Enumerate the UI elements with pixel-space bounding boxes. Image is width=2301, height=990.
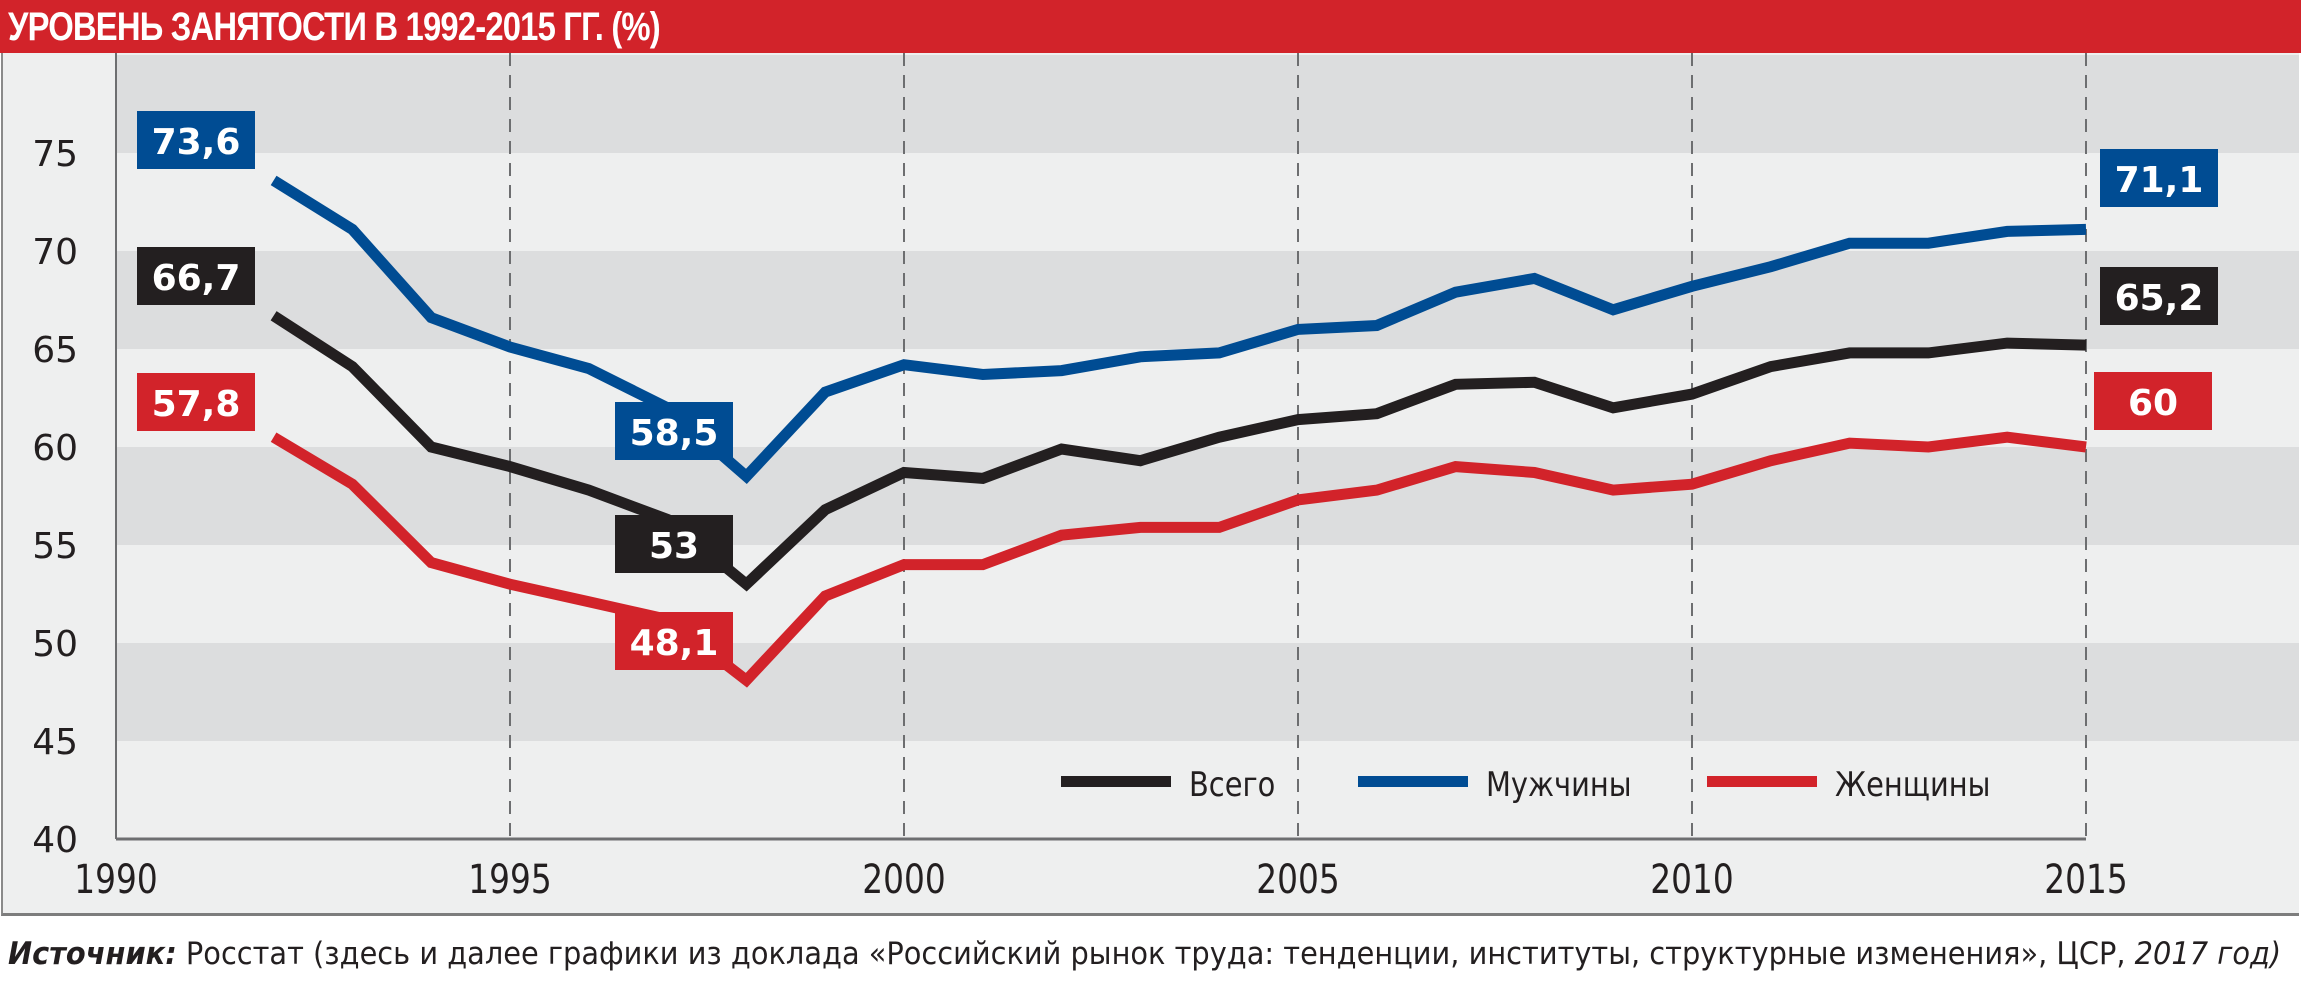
series-line-Женщины xyxy=(270,431,2087,688)
legend-swatch xyxy=(1358,776,1468,787)
data-label-text: 66,7 xyxy=(152,258,241,299)
data-label: 57,8 xyxy=(137,373,255,431)
data-label-text: 53 xyxy=(649,526,699,567)
data-label-text: 71,1 xyxy=(2115,160,2204,201)
band-40 xyxy=(116,741,2299,839)
band-70 xyxy=(116,153,2299,251)
y-tick-label: 70 xyxy=(32,232,78,273)
band-60 xyxy=(116,349,2299,447)
band-45 xyxy=(116,643,2299,741)
legend-item: Мужчины xyxy=(1358,766,1632,805)
y-tick-label: 55 xyxy=(32,526,78,567)
x-tick-label: 2015 xyxy=(2044,856,2127,903)
source-note: Источник: Росстат (здесь и далее графики… xyxy=(8,936,2281,972)
chart-title: УРОВЕНЬ ЗАНЯТОСТИ В 1992-2015 ГГ. (%) xyxy=(8,5,661,49)
y-tick-label: 60 xyxy=(32,428,78,469)
source-label: Источник: xyxy=(8,936,177,972)
data-label-text: 48,1 xyxy=(630,623,719,664)
y-tick-label: 65 xyxy=(32,330,78,371)
data-label-box xyxy=(615,612,733,670)
legend-item: Женщины xyxy=(1707,766,1990,805)
x-tick-label: 2005 xyxy=(1256,856,1339,903)
legend-swatch xyxy=(1061,776,1171,787)
data-label-box xyxy=(2100,267,2218,325)
data-label: 65,2 xyxy=(2100,267,2218,325)
x-tick-labels: 1990 1995 2000 2005 2010 2015 xyxy=(74,856,2127,903)
data-label-box xyxy=(2100,149,2218,207)
y-tick-label: 50 xyxy=(32,624,78,665)
data-label-box xyxy=(615,515,733,573)
band-75 xyxy=(116,55,2299,153)
data-label-text: 73,6 xyxy=(152,122,241,163)
title-bar: УРОВЕНЬ ЗАНЯТОСТИ В 1992-2015 ГГ. (%) xyxy=(0,0,2301,53)
y-tick-label: 75 xyxy=(32,134,78,175)
y-tick-label: 45 xyxy=(32,722,78,763)
series-line-Всего xyxy=(270,311,2087,592)
data-label: 66,7 xyxy=(137,247,255,305)
x-tick-label: 2010 xyxy=(1650,856,1733,903)
data-label: 48,1 xyxy=(615,612,733,670)
legend-label: Мужчины xyxy=(1486,766,1632,805)
x-tick-label: 1990 xyxy=(74,856,157,903)
source-year: 2017 год) xyxy=(2134,936,2282,972)
data-label-box xyxy=(615,402,733,460)
band-65 xyxy=(116,251,2299,349)
source-text: Росстат (здесь и далее графики из доклад… xyxy=(176,936,2135,972)
legend-label: Женщины xyxy=(1835,766,1990,805)
legend-label: Всего xyxy=(1189,766,1275,805)
data-label-text: 57,8 xyxy=(152,384,241,425)
data-label-text: 60 xyxy=(2128,383,2178,424)
axes xyxy=(115,53,2086,841)
data-labels: 73,6 66,7 57,8 58,5 53 48,1 71,1 65,2 60 xyxy=(137,111,2218,670)
data-label-box xyxy=(137,373,255,431)
data-label-text: 58,5 xyxy=(630,413,719,454)
data-label: 60 xyxy=(2094,372,2212,430)
data-label-box xyxy=(2094,372,2212,430)
y-tick-label: 40 xyxy=(32,820,78,861)
data-label-text: 65,2 xyxy=(2115,278,2204,319)
data-label: 53 xyxy=(615,515,733,573)
series-lines xyxy=(270,175,2087,688)
data-label: 73,6 xyxy=(137,111,255,169)
y-tick-labels: 40 45 50 55 60 65 70 75 xyxy=(32,134,78,861)
legend-item: Всего xyxy=(1061,766,1275,805)
x-tick-label: 2000 xyxy=(862,856,945,903)
data-label: 71,1 xyxy=(2100,149,2218,207)
legend-swatch xyxy=(1707,776,1817,787)
legend: Всего Мужчины Женщины xyxy=(1061,766,1990,805)
background-bands xyxy=(116,55,2299,839)
data-label-box xyxy=(137,247,255,305)
band-50 xyxy=(116,545,2299,643)
data-label: 58,5 xyxy=(615,402,733,460)
data-label-box xyxy=(137,111,255,169)
x-tick-label: 1995 xyxy=(468,856,551,903)
series-line-Мужчины xyxy=(270,175,2087,485)
